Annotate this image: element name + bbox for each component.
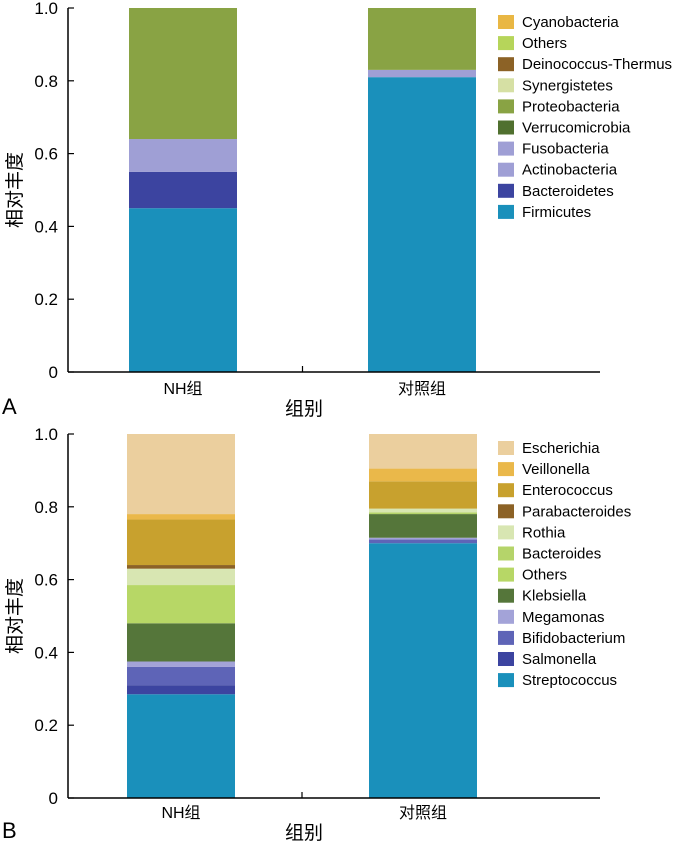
bar-segment-b-1-klebsiella — [369, 514, 477, 538]
y-tick-label-b-0: 0 — [49, 789, 58, 808]
legend-swatch-b-megamonas — [498, 609, 514, 624]
legend-label-a-verrucomicrobia: Verrucomicrobia — [522, 120, 631, 137]
legend-label-b-veillonella: Veillonella — [522, 461, 590, 478]
bar-segment-b-1-escherichia — [369, 434, 477, 469]
bar-segment-b-0-escherichia — [127, 434, 235, 515]
legend-swatch-b-salmonella — [498, 652, 514, 666]
legend-label-a-deinococcus-thermus: Deinococcus-Thermus — [522, 56, 672, 73]
legend-label-b-klebsiella: Klebsiella — [522, 588, 587, 605]
y-axis-title-b: 相对丰度 — [4, 578, 26, 654]
panel-label-a: A — [2, 394, 17, 419]
bar-segment-b-0-salmonella — [127, 685, 235, 695]
y-tick-label-b-5: 1.0 — [34, 425, 58, 444]
y-tick-label-a-4: 0.8 — [34, 72, 58, 91]
y-axis-title-a: 相对丰度 — [4, 152, 26, 228]
y-tick-label-a-1: 0.2 — [34, 290, 58, 309]
legend-label-a-proteobacteria: Proteobacteria — [522, 98, 620, 115]
legend-swatch-b-enterococcus — [498, 483, 514, 498]
y-tick-label-a-0: 0 — [49, 363, 58, 382]
legend-label-a-cyanobacteria: Cyanobacteria — [522, 14, 619, 31]
y-tick-label-b-2: 0.4 — [34, 643, 58, 662]
legend-label-a-others: Others — [522, 35, 567, 52]
legend-swatch-b-others — [498, 567, 514, 582]
legend-label-b-streptococcus: Streptococcus — [522, 672, 617, 689]
legend-swatch-b-klebsiella — [498, 588, 514, 603]
bar-segment-b-1-streptococcus — [369, 543, 477, 798]
legend-swatch-a-bacteroidetes — [498, 183, 514, 198]
bar-segment-a-0-fusobacteria — [129, 139, 237, 172]
bar-segment-b-1-rothia — [369, 508, 477, 513]
legend-label-b-bacteroides: Bacteroides — [522, 546, 601, 563]
x-axis-title-a: 组别 — [285, 398, 323, 420]
bar-segment-b-1-bacteroides — [369, 512, 477, 515]
bar-segment-b-1-megamonas — [369, 537, 477, 540]
bar-segment-a-1-actinobacteria — [368, 69, 476, 78]
bar-segment-b-1-veillonella — [369, 468, 477, 482]
bar-segment-b-0-parabacteroides — [127, 565, 235, 569]
y-tick-label-a-2: 0.4 — [34, 217, 58, 236]
x-tick-label-a-0: NH组 — [163, 380, 202, 398]
legend-swatch-b-bacteroides — [498, 546, 514, 561]
bar-segment-b-0-streptococcus — [127, 694, 235, 798]
bar-segment-a-1-firmicutes — [368, 77, 476, 372]
bar-segment-b-0-bifidobacterium — [127, 666, 235, 686]
bar-segment-a-0-proteobacteria — [129, 8, 237, 140]
legend-swatch-a-others — [498, 36, 514, 51]
bar-segment-a-0-firmicutes — [129, 208, 237, 372]
bar-segment-b-1-enterococcus — [369, 481, 477, 509]
bar-segment-b-0-megamonas — [127, 661, 235, 667]
legend-label-a-fusobacteria: Fusobacteria — [522, 141, 609, 158]
legend-label-b-enterococcus: Enterococcus — [522, 482, 613, 499]
bar-segment-a-1-proteobacteria — [368, 8, 476, 70]
legend-swatch-a-fusobacteria — [498, 141, 514, 156]
legend-swatch-a-deinococcus-thermus — [498, 57, 514, 72]
legend-label-b-others: Others — [522, 567, 567, 584]
legend-label-b-bifidobacterium: Bifidobacterium — [522, 630, 625, 647]
x-axis-title-b: 组别 — [285, 822, 323, 842]
legend-label-a-bacteroidetes: Bacteroidetes — [522, 183, 614, 200]
legend-label-a-actinobacteria: Actinobacteria — [522, 162, 618, 179]
x-tick-label-b-0: NH组 — [161, 804, 200, 822]
bar-segment-b-1-bifidobacterium — [369, 539, 477, 544]
legend-swatch-a-actinobacteria — [498, 162, 514, 177]
legend-swatch-a-proteobacteria — [498, 99, 514, 114]
y-tick-label-b-1: 0.2 — [34, 716, 58, 735]
legend-label-b-parabacteroides: Parabacteroides — [522, 503, 631, 520]
legend-swatch-b-parabacteroides — [498, 504, 514, 519]
bar-segment-b-0-klebsiella — [127, 623, 235, 662]
legend-swatch-a-firmicutes — [498, 204, 514, 219]
y-tick-label-b-3: 0.6 — [34, 571, 58, 590]
legend-label-a-firmicutes: Firmicutes — [522, 204, 591, 221]
legend-label-b-megamonas: Megamonas — [522, 609, 605, 626]
bar-segment-b-0-veillonella — [127, 514, 235, 520]
legend-label-b-salmonella: Salmonella — [522, 651, 597, 668]
legend-label-b-rothia: Rothia — [522, 524, 566, 541]
legend-swatch-b-escherichia — [498, 441, 514, 455]
bar-segment-b-0-others — [127, 585, 235, 624]
bar-segment-b-0-enterococcus — [127, 519, 235, 566]
legend-swatch-b-rothia — [498, 525, 514, 540]
legend-swatch-a-verrucomicrobia — [498, 120, 514, 135]
legend-label-a-synergistetes: Synergistetes — [522, 77, 613, 94]
legend-swatch-b-veillonella — [498, 462, 514, 477]
bar-segment-b-0-rothia — [127, 568, 235, 586]
legend-swatch-a-cyanobacteria — [498, 15, 514, 29]
x-tick-label-b-1: 对照组 — [399, 804, 447, 822]
legend-swatch-a-synergistetes — [498, 78, 514, 93]
bar-segment-a-0-bacteroidetes — [129, 171, 237, 209]
x-tick-label-a-1: 对照组 — [398, 380, 446, 398]
legend-label-b-escherichia: Escherichia — [522, 440, 600, 457]
y-tick-label-a-3: 0.6 — [34, 145, 58, 164]
panel-label-b: B — [2, 818, 17, 842]
legend-swatch-b-streptococcus — [498, 673, 514, 688]
y-tick-label-a-5: 1.0 — [34, 0, 58, 18]
y-tick-label-b-4: 0.8 — [34, 498, 58, 517]
legend-swatch-b-bifidobacterium — [498, 630, 514, 645]
